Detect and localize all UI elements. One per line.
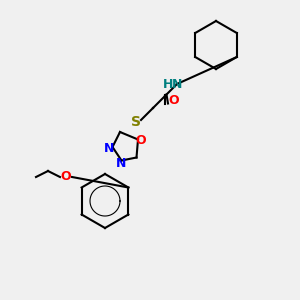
Text: N: N xyxy=(116,157,127,170)
Text: O: O xyxy=(61,170,71,184)
Text: S: S xyxy=(131,115,142,128)
Text: N: N xyxy=(104,142,115,155)
Text: O: O xyxy=(169,94,179,107)
Text: H: H xyxy=(163,77,173,91)
Text: N: N xyxy=(172,77,182,91)
Text: O: O xyxy=(136,134,146,148)
